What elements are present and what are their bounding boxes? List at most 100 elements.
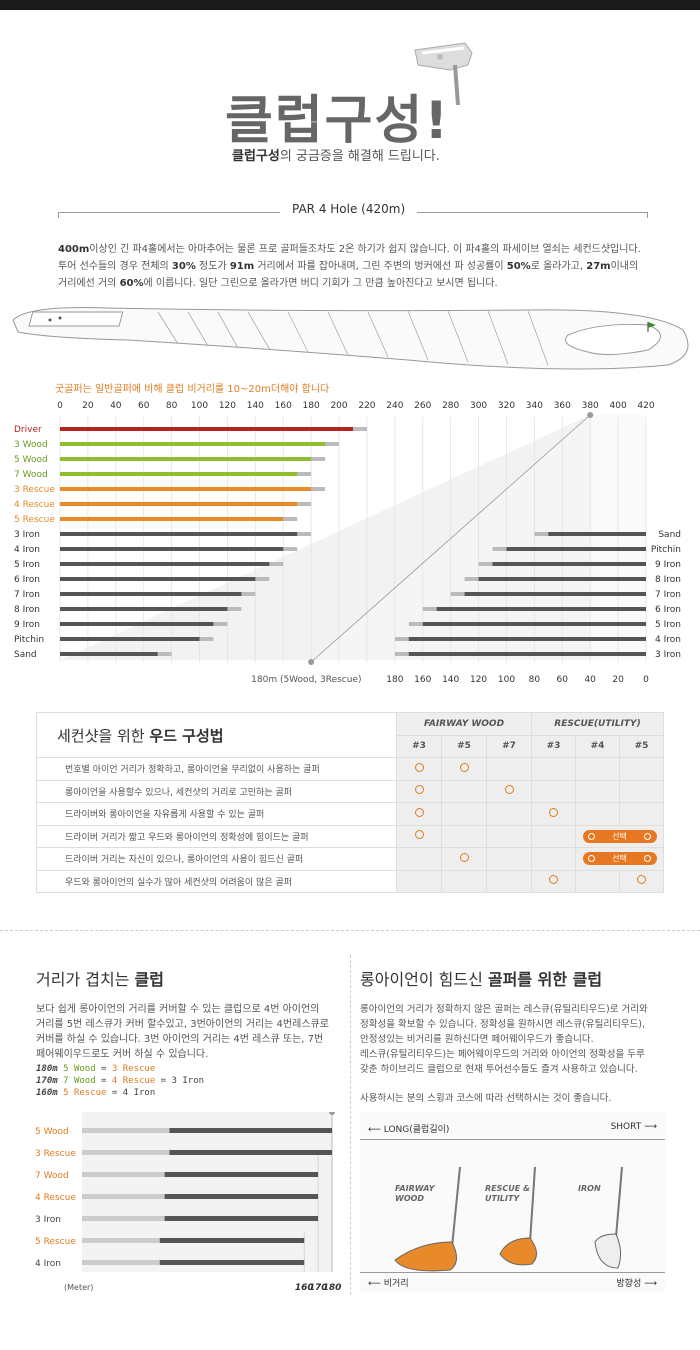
- distance-bar: [60, 622, 214, 626]
- overlap-club-label: 5 Rescue: [35, 1237, 76, 1247]
- top-tick: 40: [110, 401, 122, 411]
- bottom-tick: 160: [414, 675, 431, 685]
- select-badge: 선택: [582, 829, 657, 843]
- empty-cell: [531, 847, 576, 871]
- empty-cell: [619, 779, 664, 803]
- circle-icon: [414, 785, 424, 795]
- distance-bar: [60, 637, 200, 641]
- top-tick: 400: [610, 401, 627, 411]
- overlap-tick: 180: [323, 1283, 342, 1293]
- left-club-label: 9 Iron: [14, 620, 40, 630]
- wood-column-header: #3: [396, 734, 442, 758]
- right-club-label: 6 Iron: [655, 605, 681, 615]
- circle-icon: [504, 785, 514, 795]
- left-club-label: 7 Wood: [14, 470, 48, 480]
- distance-bar: [60, 532, 298, 536]
- top-tick: 380: [582, 401, 599, 411]
- putter-icon: [414, 42, 473, 106]
- par-title: PAR 4 Hole (420m): [280, 202, 418, 216]
- top-tick: 0: [57, 401, 63, 411]
- top-tick: 280: [442, 401, 459, 411]
- wood-column-header: #5: [619, 734, 664, 758]
- overlap-bar: [82, 1172, 319, 1177]
- distance-chart: 0 20 40 60 80 100 120 140 160 180 200 220 240 260 280 3…: [14, 401, 681, 685]
- distance-label: ⟵ 비거리: [368, 1279, 409, 1289]
- recommend-mark: [396, 779, 442, 803]
- reverse-bar: [492, 562, 646, 566]
- distance-bar: [60, 562, 270, 566]
- empty-cell: [441, 802, 487, 826]
- top-tick: 120: [219, 401, 236, 411]
- empty-cell: [575, 869, 620, 893]
- overlap-bar: [82, 1260, 305, 1265]
- overlap-bar-fade: [82, 1172, 165, 1177]
- right-club-label: 9 Iron: [655, 560, 681, 570]
- top-bar: [0, 0, 700, 10]
- rescue-text: 롱아이언의 거리가 정확하지 않은 골퍼는 레스큐(유틸리티우드)로 거리와 정확…: [360, 1004, 648, 1104]
- recommend-mark: [396, 824, 442, 848]
- left-club-label: 8 Iron: [14, 605, 40, 615]
- distance-bar: [60, 502, 298, 506]
- overlap-text: 보다 쉽게 롱아이언의 거리를 커버할 수 있는 클럽으로 4번 아이언의 거리를…: [36, 1004, 329, 1060]
- reverse-bar: [478, 577, 646, 581]
- distance-bar: [60, 472, 298, 476]
- recommend-mark: [441, 847, 487, 871]
- top-tick: 100: [191, 401, 208, 411]
- row-description: 롱아이언을 사용할수 있으나, 세컨샷의 거리로 고민하는 골퍼: [36, 779, 397, 803]
- overlap-club-label: 3 Iron: [35, 1215, 61, 1225]
- distance-bar: [60, 517, 284, 521]
- left-club-label: 3 Wood: [14, 440, 48, 450]
- bottom-tick: 0: [643, 675, 649, 685]
- distance-bar: [60, 607, 228, 611]
- reverse-bar: [436, 607, 646, 611]
- empty-cell: [575, 757, 620, 781]
- bottom-caption: 180m (5Wood, 3Rescue): [251, 675, 361, 685]
- top-tick: 160: [275, 401, 292, 411]
- recommend-mark: [531, 802, 576, 826]
- circle-icon: [459, 852, 469, 862]
- top-tick: 180: [303, 401, 320, 411]
- left-club-label: 5 Rescue: [14, 515, 55, 525]
- right-club-label: 8 Iron: [655, 575, 681, 585]
- unit-label: (Meter): [64, 1283, 93, 1292]
- reverse-bar: [422, 622, 646, 626]
- short-label: SHORT ⟶: [610, 1122, 657, 1132]
- bottom-tick: 100: [498, 675, 515, 685]
- right-club-label: Sand: [658, 530, 681, 540]
- recommend-mark: [396, 757, 442, 781]
- circle-icon: [414, 762, 424, 772]
- left-club-label: 7 Iron: [14, 590, 40, 600]
- empty-cell: [441, 824, 487, 848]
- top-tick: 20: [82, 401, 94, 411]
- left-club-label: 4 Rescue: [14, 500, 55, 510]
- empty-cell: [486, 802, 532, 826]
- column-divider: [350, 955, 351, 1295]
- overlap-tick: 160: [295, 1283, 314, 1293]
- empty-cell: [441, 869, 487, 893]
- overlap-club-label: 5 Wood: [35, 1127, 69, 1137]
- empty-cell: [486, 869, 532, 893]
- rescue-header: RESCUE(UTILITY): [531, 712, 664, 736]
- bottom-tick: 180: [386, 675, 403, 685]
- circle-icon: [414, 830, 424, 840]
- fairway-wood-header: FAIRWAY WOOD: [396, 712, 532, 736]
- club-heads-icon: [394, 1166, 623, 1272]
- rescue-utility-label: RESCUE & UTILITY: [485, 1184, 530, 1203]
- circle-icon: [549, 875, 558, 885]
- wood-column-header: #5: [441, 734, 487, 758]
- overlap-bar-fade: [82, 1260, 160, 1265]
- table-row: 롱아이언을 사용할수 있으나, 세컨샷의 거리로 고민하는 골퍼: [36, 779, 664, 803]
- page-subtitle: 클럽구성의 궁금증을 해결해 드립니다.: [232, 149, 440, 164]
- top-tick: 260: [414, 401, 431, 411]
- empty-cell: [619, 802, 664, 826]
- empty-cell: [531, 824, 576, 848]
- top-tick: 340: [526, 401, 543, 411]
- reverse-bar: [506, 547, 646, 551]
- table-row: 드라이버 거리는 자신이 있으나, 롱아이언의 사용이 힘드신 골퍼 선택: [36, 847, 664, 871]
- left-club-label: Driver: [14, 425, 42, 435]
- bottom-tick: 140: [442, 675, 459, 685]
- select-pill: 선택: [575, 847, 664, 871]
- bottom-tick: 80: [529, 675, 541, 685]
- equivalence-list: 180m 5 Wood = 3 Rescue 170m 7 Wood = 4 R…: [36, 1064, 205, 1098]
- recommend-mark: [441, 757, 487, 781]
